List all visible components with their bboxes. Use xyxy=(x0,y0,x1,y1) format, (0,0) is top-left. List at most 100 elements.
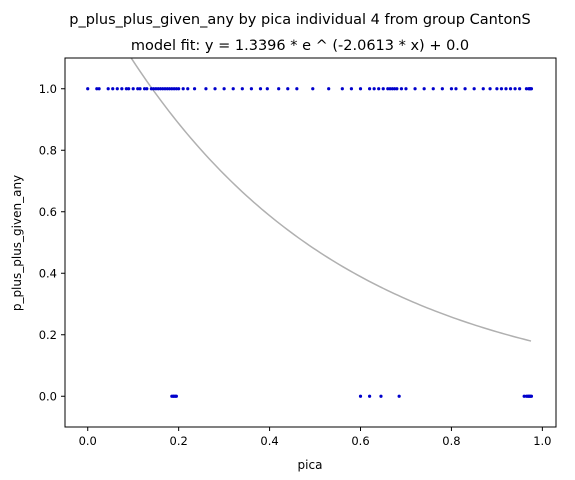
chart-subtitle: model fit: y = 1.3396 * e ^ (-2.0613 * x… xyxy=(131,38,469,54)
data-point xyxy=(472,87,476,91)
data-point xyxy=(152,87,156,91)
data-point xyxy=(399,87,404,91)
data-point xyxy=(161,87,165,91)
data-point xyxy=(177,87,181,91)
data-point xyxy=(379,394,383,398)
y-tick-label: 0.6 xyxy=(39,205,57,219)
plot-area xyxy=(86,58,534,398)
data-point xyxy=(186,87,190,91)
data-point xyxy=(390,87,394,91)
data-point xyxy=(165,87,169,91)
data-point xyxy=(488,87,492,91)
data-point xyxy=(431,87,435,91)
x-axis-label: pica xyxy=(298,458,323,472)
data-point xyxy=(181,87,185,91)
data-point xyxy=(388,87,392,91)
data-point xyxy=(145,87,149,91)
data-point xyxy=(240,87,244,91)
data-point xyxy=(172,87,176,91)
data-point xyxy=(386,87,390,91)
x-axis: 0.0 0.2 0.4 0.6 0.8 1.0 xyxy=(79,427,552,448)
y-axis: 0.0 0.2 0.4 0.6 0.8 1.0 xyxy=(39,82,65,403)
y-tick-label: 0.0 xyxy=(39,389,57,403)
fit-curve xyxy=(130,58,532,342)
data-point xyxy=(524,87,529,91)
data-point xyxy=(204,87,208,91)
data-point xyxy=(349,87,354,91)
axes-frame xyxy=(64,57,557,428)
data-point xyxy=(213,87,217,91)
y-tick-label: 0.8 xyxy=(39,143,57,157)
data-point xyxy=(138,87,142,91)
data-point xyxy=(131,87,135,91)
data-point xyxy=(368,87,372,91)
data-point xyxy=(265,87,269,91)
data-point xyxy=(174,87,178,91)
x-tick-label: 0.8 xyxy=(442,434,460,448)
data-point xyxy=(95,87,99,91)
data-point xyxy=(167,87,172,91)
data-point xyxy=(192,87,197,91)
data-point xyxy=(518,87,522,91)
data-point xyxy=(231,87,235,91)
data-point xyxy=(97,87,101,91)
x-tick-label: 0.4 xyxy=(260,434,278,448)
data-point xyxy=(504,87,508,91)
data-point xyxy=(340,87,344,91)
data-point xyxy=(499,87,504,91)
data-point xyxy=(106,87,110,91)
data-point xyxy=(377,87,381,91)
data-point xyxy=(508,87,513,91)
y-tick-label: 0.2 xyxy=(39,328,57,342)
data-point xyxy=(277,87,281,91)
data-point xyxy=(529,87,534,91)
data-point xyxy=(413,87,417,91)
data-point xyxy=(170,87,174,91)
data-point xyxy=(522,394,526,398)
data-point xyxy=(463,87,467,91)
data-point xyxy=(136,87,140,91)
data-point xyxy=(286,87,290,91)
y-axis-label: p_plus_plus_given_any xyxy=(10,175,24,311)
data-point xyxy=(397,394,401,398)
data-point xyxy=(381,87,385,91)
data-point xyxy=(127,87,131,91)
data-point xyxy=(440,87,444,91)
x-tick-label: 0.2 xyxy=(170,434,188,448)
data-point xyxy=(174,394,178,398)
data-point xyxy=(115,87,119,91)
x-tick-label: 1.0 xyxy=(533,434,551,448)
data-point xyxy=(372,87,376,91)
data-point xyxy=(154,87,158,91)
data-point xyxy=(295,87,299,91)
data-point xyxy=(142,87,147,91)
data-point xyxy=(111,87,115,91)
data-point xyxy=(120,87,124,91)
data-point xyxy=(311,87,315,91)
data-point xyxy=(222,87,226,91)
data-point xyxy=(258,87,263,91)
data-point xyxy=(495,87,499,91)
data-point xyxy=(358,87,363,91)
data-point xyxy=(158,87,163,91)
data-point xyxy=(86,87,90,91)
y-tick-label: 0.4 xyxy=(39,266,57,280)
data-point xyxy=(395,87,399,91)
x-tick-label: 0.6 xyxy=(351,434,369,448)
chart-title: p_plus_plus_given_any by pica individual… xyxy=(69,12,530,28)
x-tick-label: 0.0 xyxy=(79,434,97,448)
data-point xyxy=(327,87,331,91)
data-point xyxy=(404,87,408,91)
data-point xyxy=(124,87,128,91)
data-point xyxy=(513,87,517,91)
data-point xyxy=(481,87,485,91)
data-point xyxy=(449,87,454,91)
y-tick-label: 1.0 xyxy=(39,82,57,96)
data-point xyxy=(529,394,534,398)
data-point xyxy=(393,87,397,91)
data-point xyxy=(454,87,458,91)
data-point xyxy=(149,87,153,91)
data-point xyxy=(368,394,372,398)
data-point xyxy=(422,87,426,91)
